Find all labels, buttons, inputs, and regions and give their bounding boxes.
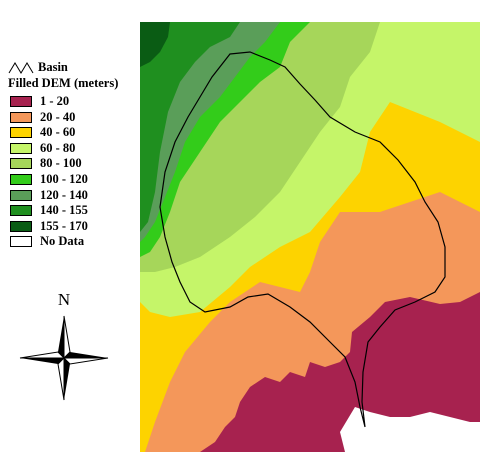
legend-class-label: 100 - 120 — [40, 171, 88, 186]
basin-outline-icon — [8, 62, 34, 74]
legend-swatch — [10, 236, 32, 248]
legend-class-label: 120 - 140 — [40, 187, 88, 202]
legend-basin-entry: Basin — [8, 60, 148, 76]
basin-boundary — [159, 51, 446, 428]
legend-swatch — [10, 158, 32, 170]
legend-class-label: 80 - 100 — [40, 156, 82, 171]
legend-class-label: 60 - 80 — [40, 140, 76, 155]
legend-swatch — [10, 189, 32, 201]
legend-swatch — [10, 96, 32, 107]
legend-title: Filled DEM (meters) — [8, 76, 119, 90]
legend-swatch — [10, 127, 32, 139]
north-label: N — [57, 290, 71, 309]
map-legend: Basin Filled DEM (meters) 1 - 20 20 - 40 4… — [8, 60, 148, 248]
no-data-area — [340, 407, 480, 452]
dem-1-20-area — [200, 292, 480, 452]
legend-swatch — [10, 111, 32, 123]
legend-basin-label: Basin — [38, 60, 68, 74]
legend-class-label: No Data — [40, 234, 85, 249]
legend-class-label: 1 - 20 — [40, 94, 70, 108]
legend-class-label: 140 - 155 — [40, 203, 88, 218]
legend-class-label: 20 - 40 — [40, 109, 76, 124]
dem-140-155-area — [140, 22, 240, 232]
north-arrow: N — [18, 290, 110, 402]
legend-class-label: 155 - 170 — [40, 218, 88, 233]
compass-rose-icon — [19, 315, 109, 401]
legend-swatch — [10, 220, 32, 232]
legend-swatch — [10, 142, 32, 154]
legend-class-label: 40 - 60 — [40, 125, 76, 140]
dem-map — [140, 22, 480, 452]
legend-swatch — [10, 173, 32, 185]
legend-swatch — [10, 205, 32, 217]
dem-155-170-area — [140, 22, 170, 67]
